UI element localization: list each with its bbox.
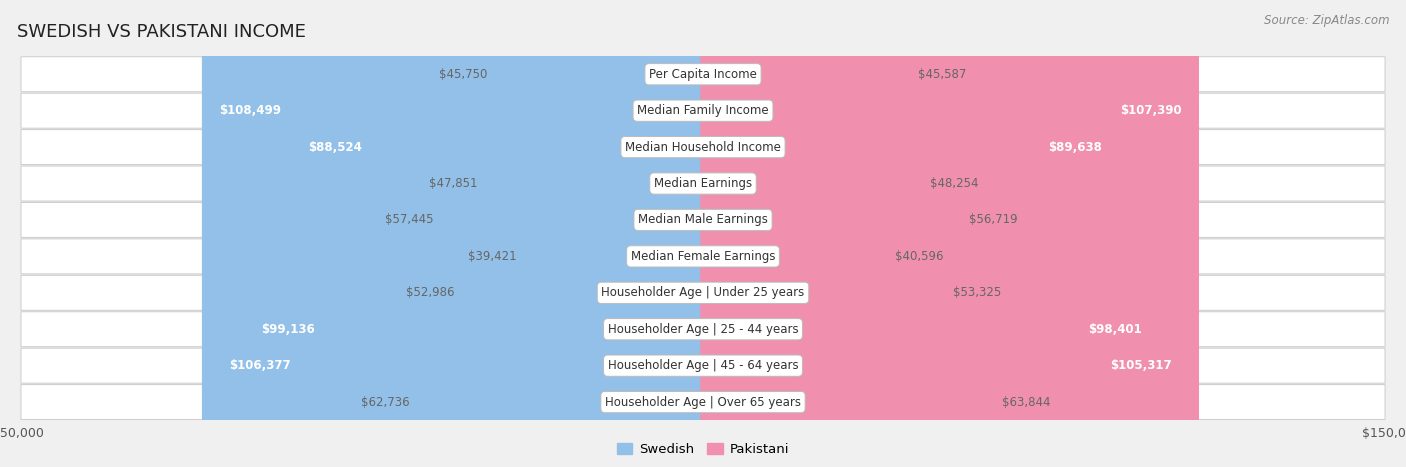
FancyBboxPatch shape: [212, 0, 706, 467]
FancyBboxPatch shape: [21, 93, 1385, 128]
Text: $107,390: $107,390: [1119, 104, 1181, 117]
Text: Householder Age | Over 65 years: Householder Age | Over 65 years: [605, 396, 801, 409]
Legend: Swedish, Pakistani: Swedish, Pakistani: [612, 438, 794, 461]
FancyBboxPatch shape: [412, 0, 706, 467]
FancyBboxPatch shape: [700, 0, 1199, 467]
FancyBboxPatch shape: [700, 0, 915, 467]
Text: $105,317: $105,317: [1111, 359, 1173, 372]
Text: Median Household Income: Median Household Income: [626, 141, 780, 154]
Text: $99,136: $99,136: [262, 323, 315, 336]
FancyBboxPatch shape: [21, 166, 1385, 201]
Text: $45,750: $45,750: [439, 68, 488, 81]
Text: $63,844: $63,844: [1001, 396, 1050, 409]
FancyBboxPatch shape: [294, 0, 706, 467]
FancyBboxPatch shape: [700, 0, 928, 467]
Text: $56,719: $56,719: [969, 213, 1018, 226]
Text: $108,499: $108,499: [219, 104, 281, 117]
Text: $40,596: $40,596: [896, 250, 943, 263]
FancyBboxPatch shape: [519, 0, 706, 467]
Text: $52,986: $52,986: [405, 286, 454, 299]
FancyBboxPatch shape: [491, 0, 706, 467]
FancyBboxPatch shape: [21, 239, 1385, 274]
FancyBboxPatch shape: [700, 0, 1157, 467]
FancyBboxPatch shape: [457, 0, 706, 467]
Text: Source: ZipAtlas.com: Source: ZipAtlas.com: [1264, 14, 1389, 27]
FancyBboxPatch shape: [700, 0, 950, 467]
Text: $88,524: $88,524: [308, 141, 363, 154]
Text: $89,638: $89,638: [1049, 141, 1102, 154]
Text: $106,377: $106,377: [229, 359, 291, 372]
FancyBboxPatch shape: [481, 0, 706, 467]
Text: $48,254: $48,254: [931, 177, 979, 190]
Text: Median Earnings: Median Earnings: [654, 177, 752, 190]
Text: $62,736: $62,736: [361, 396, 409, 409]
Text: $57,445: $57,445: [385, 213, 433, 226]
Text: Median Female Earnings: Median Female Earnings: [631, 250, 775, 263]
FancyBboxPatch shape: [436, 0, 706, 467]
Text: $98,401: $98,401: [1088, 323, 1142, 336]
FancyBboxPatch shape: [21, 385, 1385, 419]
FancyBboxPatch shape: [700, 0, 966, 467]
FancyBboxPatch shape: [700, 0, 1000, 467]
Text: Householder Age | 25 - 44 years: Householder Age | 25 - 44 years: [607, 323, 799, 336]
FancyBboxPatch shape: [21, 130, 1385, 164]
Text: Median Family Income: Median Family Income: [637, 104, 769, 117]
FancyBboxPatch shape: [21, 57, 1385, 92]
Text: Householder Age | 45 - 64 years: Householder Age | 45 - 64 years: [607, 359, 799, 372]
Text: $47,851: $47,851: [429, 177, 478, 190]
FancyBboxPatch shape: [245, 0, 706, 467]
FancyBboxPatch shape: [21, 203, 1385, 237]
Text: SWEDISH VS PAKISTANI INCOME: SWEDISH VS PAKISTANI INCOME: [17, 23, 305, 42]
Text: $53,325: $53,325: [953, 286, 1001, 299]
FancyBboxPatch shape: [700, 0, 893, 467]
FancyBboxPatch shape: [21, 276, 1385, 310]
Text: $39,421: $39,421: [468, 250, 516, 263]
Text: Per Capita Income: Per Capita Income: [650, 68, 756, 81]
FancyBboxPatch shape: [700, 0, 1118, 467]
FancyBboxPatch shape: [700, 0, 1189, 467]
Text: Median Male Earnings: Median Male Earnings: [638, 213, 768, 226]
FancyBboxPatch shape: [21, 312, 1385, 347]
Text: Householder Age | Under 25 years: Householder Age | Under 25 years: [602, 286, 804, 299]
FancyBboxPatch shape: [21, 348, 1385, 383]
FancyBboxPatch shape: [202, 0, 706, 467]
Text: $45,587: $45,587: [918, 68, 966, 81]
